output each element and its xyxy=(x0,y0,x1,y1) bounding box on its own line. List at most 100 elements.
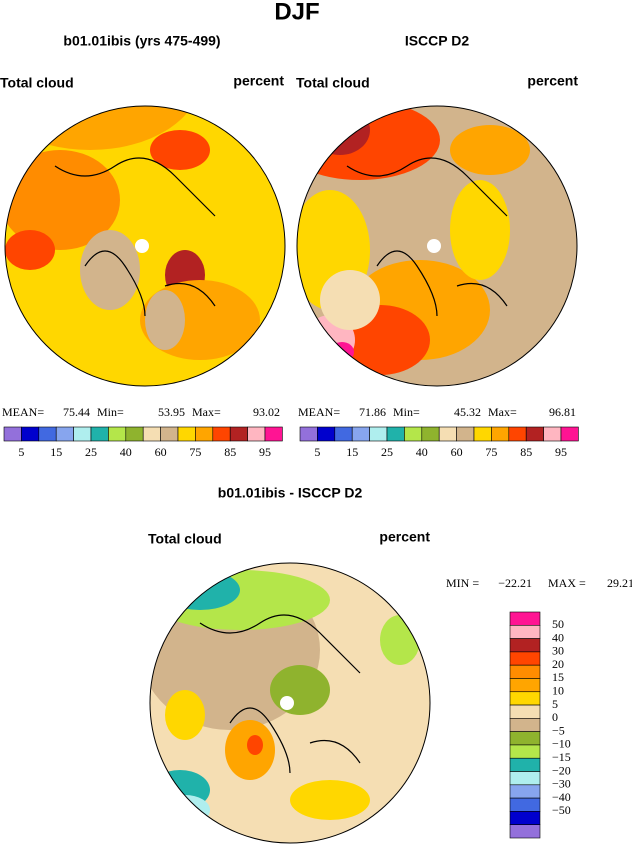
colorbar-label: 15 xyxy=(552,670,564,684)
stat-value: 93.02 xyxy=(253,405,280,419)
colorbar-box xyxy=(160,426,179,442)
colorbar-box xyxy=(177,426,196,442)
colorbar-box xyxy=(369,426,388,442)
colorbar-box xyxy=(421,426,440,442)
map-region xyxy=(160,570,240,610)
colorbar-label: 85 xyxy=(224,445,236,459)
right-label: percent xyxy=(527,73,578,89)
colorbar-label: −20 xyxy=(552,763,571,777)
coastline xyxy=(199,614,361,774)
colorbar-box xyxy=(509,678,541,693)
colorbar-box xyxy=(247,426,266,442)
colorbar-box xyxy=(212,426,231,442)
stat-label: MAX = xyxy=(548,576,586,590)
colorbar-box xyxy=(73,426,92,442)
colorbar-label: 50 xyxy=(552,617,564,631)
stat-label: Max= xyxy=(192,405,221,419)
panel-subtitle: b01.01ibis - ISCCP D2 xyxy=(218,485,363,501)
colorbar-box xyxy=(456,426,475,442)
left-label: Total cloud xyxy=(296,75,370,91)
colorbar-box xyxy=(509,811,541,826)
colorbar-box xyxy=(229,426,248,442)
colorbar-box xyxy=(509,718,541,732)
colorbar-box xyxy=(195,426,214,442)
figure-title: DJF xyxy=(274,0,319,25)
colorbar-label: 25 xyxy=(381,445,393,459)
stat-label: MEAN= xyxy=(298,405,340,419)
colorbar-box xyxy=(509,651,541,666)
colorbar-label: 25 xyxy=(85,445,97,459)
colorbar-box xyxy=(317,426,336,442)
colorbar-box xyxy=(21,426,40,442)
colorbar-label: −15 xyxy=(552,750,571,764)
coastline xyxy=(54,157,216,317)
colorbar-box xyxy=(108,426,127,442)
map-region xyxy=(450,180,510,280)
map-region xyxy=(160,795,210,825)
polar-map xyxy=(5,106,285,386)
colorbar-label: 0 xyxy=(552,710,558,724)
map-region xyxy=(310,106,370,155)
colorbar-box xyxy=(509,624,541,639)
colorbar-box xyxy=(264,426,283,442)
colorbar-box xyxy=(55,426,74,442)
colorbar-label: 60 xyxy=(451,445,463,459)
colorbar-box xyxy=(509,771,541,786)
pole xyxy=(427,239,441,253)
colorbar-box xyxy=(509,664,541,679)
colorbar-box xyxy=(509,744,541,759)
pole xyxy=(135,239,149,253)
panel-subtitle: b01.01ibis (yrs 475-499) xyxy=(63,33,220,49)
colorbar-label: 40 xyxy=(552,630,564,644)
right-label: percent xyxy=(233,73,284,89)
map-region xyxy=(80,230,140,310)
colorbar-box xyxy=(543,426,562,442)
colorbar-label: −30 xyxy=(552,777,571,791)
map-outline xyxy=(296,105,578,387)
colorbar-label: −5 xyxy=(552,723,565,737)
map-outline xyxy=(4,105,286,387)
map-region xyxy=(150,130,210,170)
colorbar-box xyxy=(509,638,541,653)
colorbar-label: −10 xyxy=(552,737,571,751)
colorbar-label: 15 xyxy=(346,445,358,459)
map-region xyxy=(270,665,330,715)
colorbar-box xyxy=(438,426,457,442)
colorbar-label: 40 xyxy=(416,445,428,459)
colorbar-box xyxy=(299,426,318,442)
colorbar-box xyxy=(125,426,144,442)
colorbar-label: 85 xyxy=(520,445,532,459)
colorbar-box xyxy=(509,757,541,772)
left-label: Total cloud xyxy=(0,75,74,91)
coastline xyxy=(346,157,508,317)
stat-value: 71.86 xyxy=(359,405,386,419)
colorbar-box xyxy=(525,426,544,442)
colorbar-box xyxy=(509,611,541,626)
left-label: Total cloud xyxy=(148,531,222,547)
colorbar-label: 5 xyxy=(18,445,24,459)
colorbar-label: 20 xyxy=(552,657,564,671)
colorbar-label: 5 xyxy=(552,697,558,711)
map-region xyxy=(330,342,354,362)
map-region xyxy=(290,780,370,820)
colorbar-box xyxy=(509,797,541,812)
colorbar-box xyxy=(3,426,22,442)
colorbar-label: −40 xyxy=(552,790,571,804)
colorbar-box xyxy=(509,824,541,839)
stat-label: Min= xyxy=(393,405,420,419)
map-region xyxy=(247,735,263,755)
colorbar-label: 95 xyxy=(259,445,271,459)
colorbar-box xyxy=(509,704,541,719)
colorbar-box xyxy=(334,426,353,442)
map-region xyxy=(320,270,380,330)
pole xyxy=(280,696,294,710)
stat-label: MEAN= xyxy=(2,405,44,419)
colorbar-box xyxy=(508,426,527,442)
colorbar-label: 30 xyxy=(552,644,564,658)
stat-label: MIN = xyxy=(446,576,479,590)
colorbar-box xyxy=(90,426,109,442)
stat-value: 45.32 xyxy=(454,405,481,419)
colorbar-box xyxy=(509,691,541,706)
polar-map xyxy=(150,563,430,843)
colorbar-box xyxy=(38,426,57,442)
